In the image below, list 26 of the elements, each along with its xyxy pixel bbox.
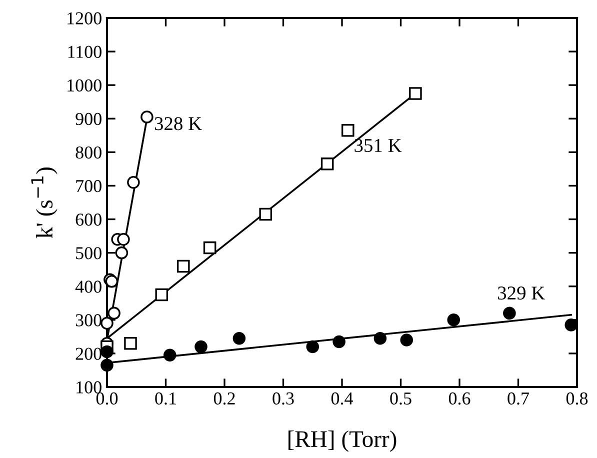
y-tick-label: 500 bbox=[76, 247, 102, 260]
x-tick-label: 0.7 bbox=[508, 392, 530, 405]
y-tick-label: 200 bbox=[76, 348, 102, 360]
x-tick-label: 0.0 bbox=[96, 392, 118, 405]
y-tick-label: 300 bbox=[76, 314, 102, 326]
x-tick-label: 0.2 bbox=[214, 392, 235, 405]
x-tick-label: 0.6 bbox=[448, 392, 470, 405]
y-tick-label: 400 bbox=[75, 280, 102, 293]
y-tick-label: 1000 bbox=[68, 79, 102, 92]
x-tick-label: 0.4 bbox=[331, 392, 354, 405]
x-axis-title: [RH] (Torr) bbox=[288, 430, 396, 452]
y-tick-label: 700 bbox=[76, 180, 102, 192]
annotation: 328 K bbox=[154, 117, 202, 130]
x-tick-label: 0.1 bbox=[155, 392, 176, 405]
y-tick-label: 600 bbox=[76, 214, 102, 226]
x-tick-label: 0.3 bbox=[272, 392, 294, 405]
annotation: 329 K bbox=[498, 286, 545, 300]
x-tick-label: 0.8 bbox=[566, 392, 588, 405]
x-tick-label: 0.5 bbox=[390, 392, 412, 405]
y-tick-label: 900 bbox=[76, 112, 102, 126]
annotation: 351 K bbox=[354, 138, 402, 152]
y-axis-title: k' (s$^{−1}$) bbox=[31, 168, 58, 238]
y-tick-label: 1100 bbox=[68, 46, 102, 58]
y-tick-label: 1200 bbox=[68, 12, 102, 24]
y-tick-label: 100 bbox=[76, 381, 102, 394]
y-tick-label: 800 bbox=[76, 146, 102, 159]
